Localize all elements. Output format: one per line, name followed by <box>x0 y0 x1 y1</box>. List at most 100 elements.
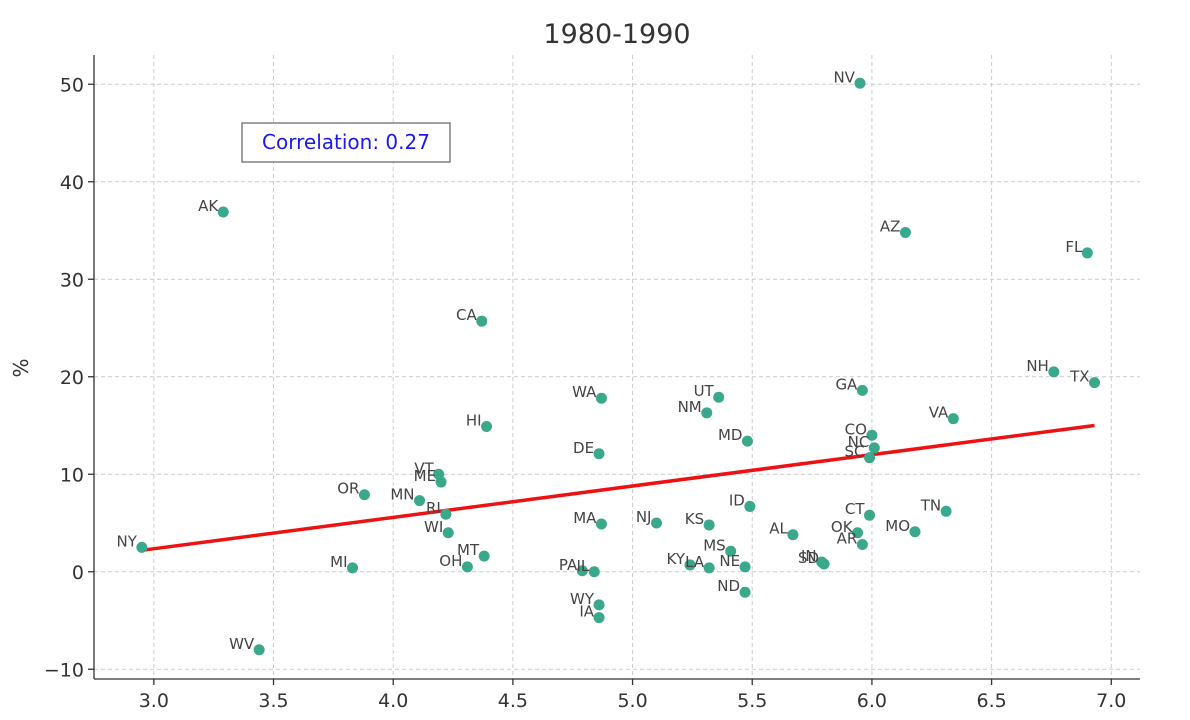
point-marker <box>818 558 830 570</box>
data-point-la: LA <box>685 553 715 574</box>
point-label: PA <box>559 556 578 574</box>
y-tick-label: 10 <box>60 464 84 486</box>
point-label: LA <box>685 553 705 571</box>
point-marker <box>1089 377 1101 389</box>
point-label: AL <box>769 520 788 538</box>
point-marker <box>899 226 911 238</box>
point-marker <box>358 489 370 501</box>
point-marker <box>940 505 952 517</box>
point-marker <box>854 77 866 89</box>
y-tick-label: 0 <box>72 562 84 584</box>
point-label: MO <box>885 517 910 535</box>
data-point-ny: NY <box>116 532 148 553</box>
data-point-wi: WI <box>424 518 454 539</box>
point-label: NC <box>848 433 870 451</box>
x-tick-label: 5.0 <box>617 690 647 712</box>
point-marker <box>713 391 725 403</box>
point-label: UT <box>694 382 715 400</box>
point-label: CA <box>456 306 477 324</box>
point-label: HI <box>466 411 482 429</box>
point-marker <box>701 407 713 419</box>
data-point-ct: CT <box>845 500 876 521</box>
point-marker <box>593 612 605 624</box>
point-marker <box>595 518 607 530</box>
point-label: OK <box>831 518 854 536</box>
data-point-de: DE <box>573 439 605 460</box>
x-tick-label: 5.5 <box>737 690 767 712</box>
point-label: WY <box>570 590 595 608</box>
point-marker <box>650 517 662 529</box>
point-label: DE <box>573 439 594 457</box>
point-marker <box>852 527 864 539</box>
point-label: AZ <box>880 217 901 235</box>
correlation-text: Correlation: 0.27 <box>262 130 430 154</box>
point-label: SD <box>798 549 819 567</box>
point-label: MA <box>573 509 597 527</box>
x-tick-label: 4.0 <box>378 690 408 712</box>
point-label: MI <box>330 553 347 571</box>
point-label: IL <box>576 557 589 575</box>
point-label: KS <box>685 510 704 528</box>
data-point-nd: ND <box>717 577 751 598</box>
point-label: OH <box>439 552 462 570</box>
data-point-ne: NE <box>719 552 751 573</box>
data-point-al: AL <box>769 520 799 541</box>
point-marker <box>741 435 753 447</box>
y-tick-label: −10 <box>44 659 84 681</box>
point-label: TN <box>920 496 941 514</box>
x-ticks: 3.0 3.5 4.0 4.5 5.0 5.5 6.0 6.5 7.0 <box>139 679 1126 712</box>
data-point-mo: MO <box>885 517 921 538</box>
y-axis-label: % <box>9 358 33 377</box>
correlation-annotation: Correlation: 0.27 <box>241 122 451 163</box>
grid-lines <box>94 55 1140 679</box>
point-label: MT <box>457 541 480 559</box>
point-marker <box>217 206 229 218</box>
point-marker <box>703 519 715 531</box>
point-label: WA <box>572 383 597 401</box>
data-point-il: IL <box>576 557 600 578</box>
point-label: NH <box>1026 357 1049 375</box>
point-marker <box>414 495 426 507</box>
point-label: IN <box>801 547 817 565</box>
data-point-ca: CA <box>456 306 488 327</box>
data-point-co: CO <box>845 420 878 441</box>
data-point-mt: MT <box>457 541 490 562</box>
point-label: WV <box>229 635 255 653</box>
point-marker <box>868 442 880 454</box>
point-marker <box>684 559 696 571</box>
point-marker <box>864 452 876 464</box>
point-marker <box>1081 247 1093 259</box>
point-marker <box>856 538 868 550</box>
data-point-ks: KS <box>685 510 715 531</box>
data-point-oh: OH <box>439 552 473 573</box>
data-point-nv: NV <box>833 68 866 89</box>
data-point-ut: UT <box>694 382 725 403</box>
point-marker <box>593 448 605 460</box>
point-label: NY <box>116 532 137 550</box>
point-marker <box>440 508 452 520</box>
data-point-me: ME <box>414 467 447 488</box>
point-marker <box>725 545 737 557</box>
data-point-id: ID <box>729 491 756 512</box>
data-point-md: MD <box>718 426 753 447</box>
point-marker <box>703 562 715 574</box>
data-point-ky: KY <box>667 550 696 571</box>
x-tick-label: 7.0 <box>1096 690 1126 712</box>
point-marker <box>478 550 490 562</box>
x-tick-label: 6.0 <box>857 690 887 712</box>
point-label: MN <box>390 486 414 504</box>
data-point-ma: MA <box>573 509 607 530</box>
point-label: WI <box>424 518 443 536</box>
point-label: IA <box>579 603 594 621</box>
point-label: RI <box>426 499 441 517</box>
y-tick-label: 40 <box>60 172 84 194</box>
point-marker <box>442 527 454 539</box>
x-tick-label: 4.5 <box>498 690 528 712</box>
data-point-wa: WA <box>572 383 607 404</box>
point-label: AR <box>837 529 858 547</box>
point-label: TX <box>1069 368 1089 386</box>
y-tick-label: 30 <box>60 269 84 291</box>
data-point-ok: OK <box>831 518 864 539</box>
data-point-mn: MN <box>390 486 426 507</box>
data-point-az: AZ <box>880 217 911 238</box>
